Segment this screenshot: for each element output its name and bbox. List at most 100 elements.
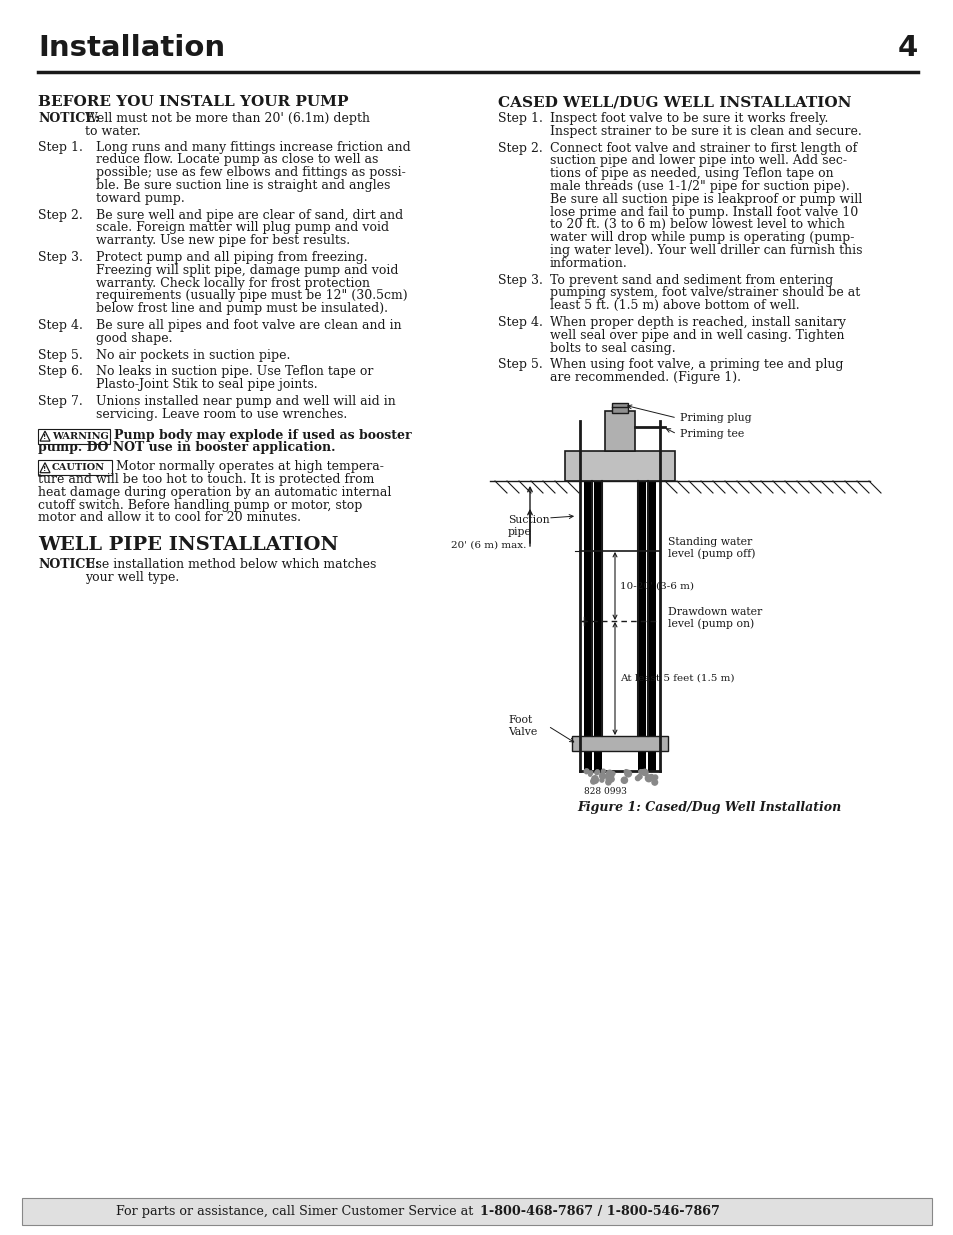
Text: 1-800-468-7867 / 1-800-546-7867: 1-800-468-7867 / 1-800-546-7867 xyxy=(479,1205,720,1218)
Circle shape xyxy=(605,779,610,785)
Text: toward pump.: toward pump. xyxy=(96,191,185,205)
Text: well seal over pipe and in well casing. Tighten: well seal over pipe and in well casing. … xyxy=(550,329,843,342)
Text: Foot
Valve: Foot Valve xyxy=(507,715,537,737)
Text: Priming plug: Priming plug xyxy=(679,412,751,424)
Circle shape xyxy=(635,776,639,781)
Text: suction pipe and lower pipe into well. Add sec-: suction pipe and lower pipe into well. A… xyxy=(550,154,846,168)
Circle shape xyxy=(611,772,615,776)
Circle shape xyxy=(589,771,592,774)
Text: Step 1.: Step 1. xyxy=(38,141,83,153)
Text: good shape.: good shape. xyxy=(96,332,172,345)
Circle shape xyxy=(651,779,657,785)
Text: Connect foot valve and strainer to first length of: Connect foot valve and strainer to first… xyxy=(550,142,857,154)
Text: possible; use as few elbows and fittings as possi-: possible; use as few elbows and fittings… xyxy=(96,167,405,179)
Text: To prevent sand and sediment from entering: To prevent sand and sediment from enteri… xyxy=(550,274,832,287)
Circle shape xyxy=(605,776,609,779)
Text: Inspect foot valve to be sure it works freely.: Inspect foot valve to be sure it works f… xyxy=(550,112,827,125)
Circle shape xyxy=(606,771,613,777)
Text: 4: 4 xyxy=(897,35,917,62)
Circle shape xyxy=(583,769,589,773)
Text: Step 6.: Step 6. xyxy=(38,366,83,378)
Text: Unions installed near pump and well will aid in: Unions installed near pump and well will… xyxy=(96,395,395,408)
Text: heat damage during operation by an automatic internal: heat damage during operation by an autom… xyxy=(38,485,391,499)
Text: Step 5.: Step 5. xyxy=(497,358,542,372)
Text: Step 7.: Step 7. xyxy=(38,395,83,408)
Text: When using foot valve, a priming tee and plug: When using foot valve, a priming tee and… xyxy=(550,358,842,372)
Text: Drawdown water
level (pump on): Drawdown water level (pump on) xyxy=(667,606,761,629)
Text: Step 3.: Step 3. xyxy=(497,274,542,287)
Text: Well must not be more than 20' (6.1m) depth: Well must not be more than 20' (6.1m) de… xyxy=(85,112,370,125)
Text: ture and will be too hot to touch. It is protected from: ture and will be too hot to touch. It is… xyxy=(38,473,374,487)
Circle shape xyxy=(624,771,631,777)
Text: cutoff switch. Before handling pump or motor, stop: cutoff switch. Before handling pump or m… xyxy=(38,499,362,511)
Text: Long runs and many fittings increase friction and: Long runs and many fittings increase fri… xyxy=(96,141,411,153)
Circle shape xyxy=(588,773,591,777)
Text: tions of pipe as needed, using Teflon tape on: tions of pipe as needed, using Teflon ta… xyxy=(550,167,833,180)
Text: Step 2.: Step 2. xyxy=(38,209,83,221)
Text: BEFORE YOU INSTALL YOUR PUMP: BEFORE YOU INSTALL YOUR PUMP xyxy=(38,95,348,109)
Circle shape xyxy=(608,777,614,782)
Text: CAUTION: CAUTION xyxy=(52,463,105,472)
Text: your well type.: your well type. xyxy=(85,571,179,584)
Text: least 5 ft. (1.5 m) above bottom of well.: least 5 ft. (1.5 m) above bottom of well… xyxy=(550,299,799,312)
Circle shape xyxy=(649,774,653,779)
Text: lose prime and fail to pump. Install foot valve 10: lose prime and fail to pump. Install foo… xyxy=(550,205,858,219)
Circle shape xyxy=(607,773,613,778)
Text: CASED WELL/DUG WELL INSTALLATION: CASED WELL/DUG WELL INSTALLATION xyxy=(497,95,851,109)
Text: to 20 ft. (3 to 6 m) below lowest level to which: to 20 ft. (3 to 6 m) below lowest level … xyxy=(550,219,844,231)
Text: Installation: Installation xyxy=(38,35,225,62)
Text: Step 4.: Step 4. xyxy=(38,319,83,332)
Text: No leaks in suction pipe. Use Teflon tape or: No leaks in suction pipe. Use Teflon tap… xyxy=(96,366,373,378)
Text: Use installation method below which matches: Use installation method below which matc… xyxy=(85,558,376,572)
Text: Priming tee: Priming tee xyxy=(679,429,743,438)
Text: Suction
pipe: Suction pipe xyxy=(507,515,549,537)
Text: Step 5.: Step 5. xyxy=(38,348,83,362)
Text: reduce flow. Locate pump as close to well as: reduce flow. Locate pump as close to wel… xyxy=(96,153,378,167)
Text: Pump body may explode if used as booster: Pump body may explode if used as booster xyxy=(113,429,411,442)
Bar xyxy=(564,451,675,480)
Text: warranty. Check locally for frost protection: warranty. Check locally for frost protec… xyxy=(96,277,370,289)
Text: male threads (use 1-1/2" pipe for suction pipe).: male threads (use 1-1/2" pipe for suctio… xyxy=(550,180,849,193)
Text: below frost line and pump must be insulated).: below frost line and pump must be insula… xyxy=(96,303,388,315)
Text: Figure 1: Cased/Dug Well Installation: Figure 1: Cased/Dug Well Installation xyxy=(577,802,841,814)
Text: At least 5 feet (1.5 m): At least 5 feet (1.5 m) xyxy=(619,674,734,683)
Text: !: ! xyxy=(43,466,47,472)
Text: Step 2.: Step 2. xyxy=(497,142,542,154)
Circle shape xyxy=(637,774,641,779)
Bar xyxy=(583,480,592,771)
Text: Be sure well and pipe are clear of sand, dirt and: Be sure well and pipe are clear of sand,… xyxy=(96,209,403,221)
Text: Be sure all pipes and foot valve are clean and in: Be sure all pipes and foot valve are cle… xyxy=(96,319,401,332)
Circle shape xyxy=(591,776,598,782)
Circle shape xyxy=(644,774,652,782)
Circle shape xyxy=(600,769,604,773)
Text: are recommended. (Figure 1).: are recommended. (Figure 1). xyxy=(550,372,740,384)
Circle shape xyxy=(599,778,603,782)
Text: Standing water
level (pump off): Standing water level (pump off) xyxy=(667,537,755,559)
Bar xyxy=(22,1198,931,1225)
Text: Step 4.: Step 4. xyxy=(497,316,542,329)
Text: NOTICE:: NOTICE: xyxy=(38,112,99,125)
Text: Step 3.: Step 3. xyxy=(38,251,83,264)
Text: 20' (6 m) max.: 20' (6 m) max. xyxy=(450,541,525,550)
Text: scale. Foreign matter will plug pump and void: scale. Foreign matter will plug pump and… xyxy=(96,221,389,235)
Text: WELL PIPE INSTALLATION: WELL PIPE INSTALLATION xyxy=(38,536,338,555)
Text: Inspect strainer to be sure it is clean and secure.: Inspect strainer to be sure it is clean … xyxy=(550,125,861,138)
Circle shape xyxy=(595,769,598,774)
Bar xyxy=(638,480,645,771)
Circle shape xyxy=(595,771,598,774)
Circle shape xyxy=(598,773,605,779)
Bar xyxy=(572,736,667,751)
Text: When proper depth is reached, install sanitary: When proper depth is reached, install sa… xyxy=(550,316,845,329)
Text: motor and allow it to cool for 20 minutes.: motor and allow it to cool for 20 minute… xyxy=(38,511,301,525)
Circle shape xyxy=(590,779,596,784)
Text: Be sure all suction pipe is leakproof or pump will: Be sure all suction pipe is leakproof or… xyxy=(550,193,862,206)
Text: warranty. Use new pipe for best results.: warranty. Use new pipe for best results. xyxy=(96,235,350,247)
Bar xyxy=(647,480,656,771)
Circle shape xyxy=(639,769,642,773)
Text: 10-20' (3-6 m): 10-20' (3-6 m) xyxy=(619,582,693,590)
Text: pump. DO NOT use in booster application.: pump. DO NOT use in booster application. xyxy=(38,441,335,454)
Bar xyxy=(604,411,635,451)
Text: ing water level). Your well driller can furnish this: ing water level). Your well driller can … xyxy=(550,245,862,257)
Bar xyxy=(594,480,601,771)
Circle shape xyxy=(623,769,627,773)
